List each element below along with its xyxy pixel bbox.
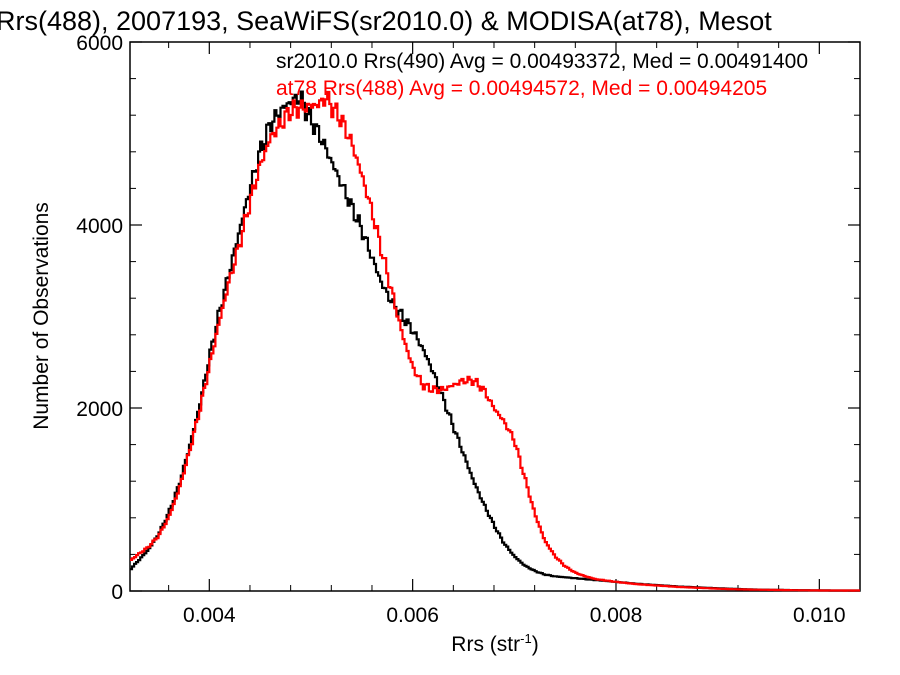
y-axis-label: Number of Observations xyxy=(30,202,53,430)
x-axis-label-close: ) xyxy=(532,633,539,656)
plot-area xyxy=(129,41,861,592)
x-tick-label: 0.006 xyxy=(386,604,439,627)
plot-frame xyxy=(129,41,861,592)
x-axis-label-exponent: -1 xyxy=(520,631,532,646)
legend-entry-series-2: at78 Rrs(488) Avg = 0.00494572, Med = 0.… xyxy=(276,77,767,100)
legend-entry-series-1: sr2010.0 Rrs(490) Avg = 0.00493372, Med … xyxy=(276,50,808,73)
series-line-2 xyxy=(130,90,860,592)
axis-ticks xyxy=(130,41,860,592)
series-line-1 xyxy=(130,90,860,592)
x-tick-labels: 0.004 0.006 0.008 0.010 xyxy=(183,604,846,627)
x-axis-label: Rrs (str-1) xyxy=(451,631,538,656)
x-tick-label: 0.008 xyxy=(590,604,643,627)
x-tick-label: 0.010 xyxy=(793,604,846,627)
chart-title: Rrs(488), 2007193, SeaWiFS(sr2010.0) & M… xyxy=(0,6,772,36)
x-axis-label-main: Rrs (str xyxy=(451,633,520,656)
y-tick-label: 2000 xyxy=(76,398,123,421)
y-tick-label: 4000 xyxy=(76,215,123,238)
x-tick-label: 0.004 xyxy=(183,604,236,627)
y-tick-label: 6000 xyxy=(76,32,123,55)
series-layer xyxy=(130,90,860,592)
y-tick-labels: 0 2000 4000 6000 xyxy=(76,32,123,604)
y-tick-label: 0 xyxy=(111,581,123,604)
